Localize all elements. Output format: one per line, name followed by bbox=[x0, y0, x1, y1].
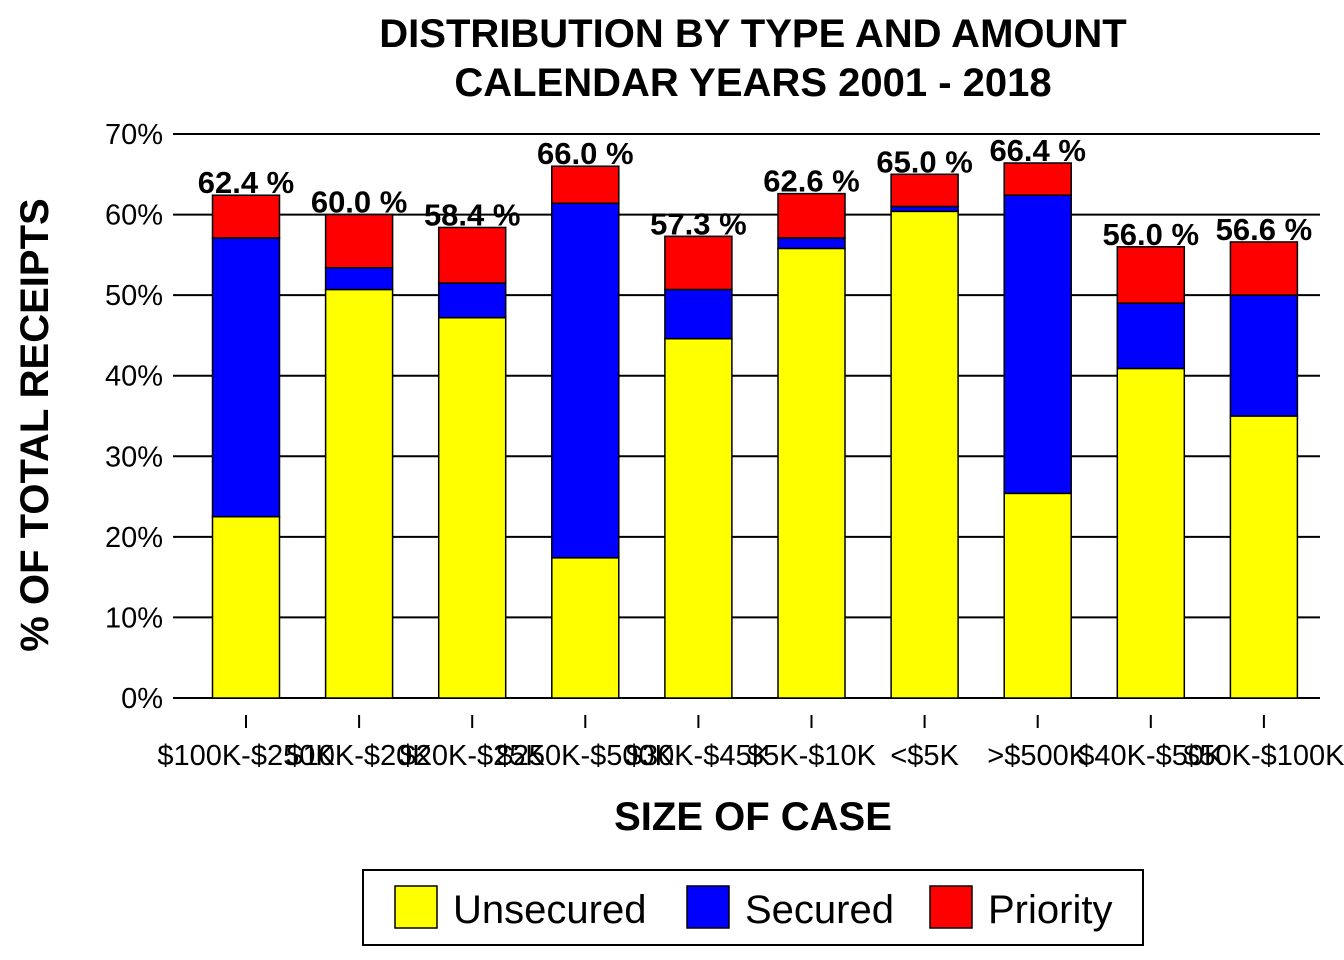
bar-segment-unsecured bbox=[890, 210, 959, 699]
bar-segment-unsecured bbox=[1003, 492, 1072, 699]
bar-segment-priority bbox=[211, 194, 281, 239]
total-label: 57.3 % bbox=[650, 206, 747, 241]
x-tick-label: $20K-$25K bbox=[400, 740, 546, 772]
bar-segment-priority bbox=[1229, 241, 1299, 296]
bar-segment-unsecured bbox=[324, 288, 394, 699]
x-tick-label: $30K-$45K bbox=[626, 740, 772, 772]
bar-segment-priority bbox=[1003, 162, 1072, 196]
bar-segment-secured bbox=[1229, 294, 1299, 417]
bar-segment-unsecured bbox=[777, 247, 846, 699]
y-tick-label: 0% bbox=[121, 683, 163, 715]
x-tick-label: $40K-$50K bbox=[1078, 740, 1224, 772]
total-label: 66.4 % bbox=[989, 133, 1086, 168]
chart-title: DISTRIBUTION BY TYPE AND AMOUNT CALENDAR… bbox=[379, 12, 1126, 105]
x-tick-label: $50K-$100K bbox=[1183, 740, 1344, 772]
total-label: 60.0 % bbox=[311, 185, 408, 220]
bar-segment-unsecured bbox=[211, 515, 281, 699]
bars bbox=[211, 162, 1299, 699]
x-tick-label: $250K-$500K bbox=[497, 740, 675, 772]
total-label: 65.0 % bbox=[876, 144, 973, 179]
bar-segment-priority bbox=[664, 235, 733, 291]
bar-segment-secured bbox=[1116, 302, 1186, 370]
total-label: 62.6 % bbox=[763, 164, 860, 199]
bar-segment-secured bbox=[437, 282, 507, 319]
bar-segment-secured bbox=[211, 237, 281, 518]
bar-segment-unsecured bbox=[437, 316, 507, 699]
legend: Unsecured Secured Priority bbox=[362, 869, 1144, 946]
legend-box bbox=[362, 869, 1144, 946]
bar-segment-secured bbox=[777, 237, 846, 250]
x-axis-ticks: $100K-$250K$10K-$20K$20K-$25K$250K-$500K… bbox=[157, 715, 1344, 772]
y-axis-title: % OF TOTAL RECEIPTS bbox=[13, 198, 57, 651]
total-label: 62.4 % bbox=[198, 165, 295, 200]
y-tick-label: 40% bbox=[105, 361, 163, 393]
legend-label-secured: Secured bbox=[745, 888, 894, 932]
chart-title-line-1: DISTRIBUTION BY TYPE AND AMOUNT bbox=[379, 12, 1126, 56]
bar-segment-priority bbox=[1116, 246, 1186, 304]
x-tick-label: <$5K bbox=[890, 740, 959, 772]
legend-swatch-unsecured bbox=[394, 885, 438, 929]
bar-segment-priority bbox=[777, 192, 846, 239]
x-tick-label: $100K-$250K bbox=[157, 740, 335, 772]
bar-segment-priority bbox=[890, 173, 959, 208]
bar-segment-secured bbox=[551, 202, 620, 559]
bar-segment-unsecured bbox=[551, 557, 620, 699]
legend-label-unsecured: Unsecured bbox=[453, 888, 646, 932]
y-axis-ticks: 0% 10% 20% 30% 40% 50% 60% 70% bbox=[105, 119, 163, 715]
bar-segment-unsecured bbox=[1229, 415, 1299, 699]
bar-segment-secured bbox=[324, 266, 394, 291]
x-tick-label: $10K-$20K bbox=[287, 740, 433, 772]
chart-title-line-2: CALENDAR YEARS 2001 - 2018 bbox=[454, 61, 1051, 105]
y-tick-label: 70% bbox=[105, 119, 163, 151]
legend-label-priority: Priority bbox=[988, 888, 1112, 932]
total-label: 56.0 % bbox=[1103, 217, 1200, 252]
bar-segment-secured bbox=[1003, 194, 1072, 495]
bar-segment-unsecured bbox=[1116, 367, 1186, 699]
x-axis-title: SIZE OF CASE bbox=[614, 795, 892, 839]
bar-segment-unsecured bbox=[664, 337, 733, 699]
bar-segment-secured bbox=[664, 288, 733, 340]
bar-segment-priority bbox=[324, 213, 394, 269]
total-label: 66.0 % bbox=[537, 136, 634, 171]
bar-segment-priority bbox=[437, 226, 507, 284]
legend-swatch-secured bbox=[686, 885, 730, 929]
x-tick-label: $5K-$10K bbox=[747, 740, 877, 772]
y-tick-label: 50% bbox=[105, 280, 163, 312]
total-label: 58.4 % bbox=[424, 197, 521, 232]
y-tick-label: 30% bbox=[105, 441, 163, 473]
x-tick-label: >$500K bbox=[987, 740, 1088, 772]
legend-swatch-priority bbox=[929, 885, 973, 929]
bar-segment-priority bbox=[551, 165, 620, 205]
y-tick-label: 60% bbox=[105, 200, 163, 232]
total-labels: 62.4 % 60.0 % 58.4 % 66.0 % 57.3 % 62.6 % 65.0… bbox=[198, 133, 1312, 252]
total-label: 56.6 % bbox=[1216, 212, 1313, 247]
y-tick-label: 20% bbox=[105, 522, 163, 554]
y-tick-label: 10% bbox=[105, 602, 163, 634]
